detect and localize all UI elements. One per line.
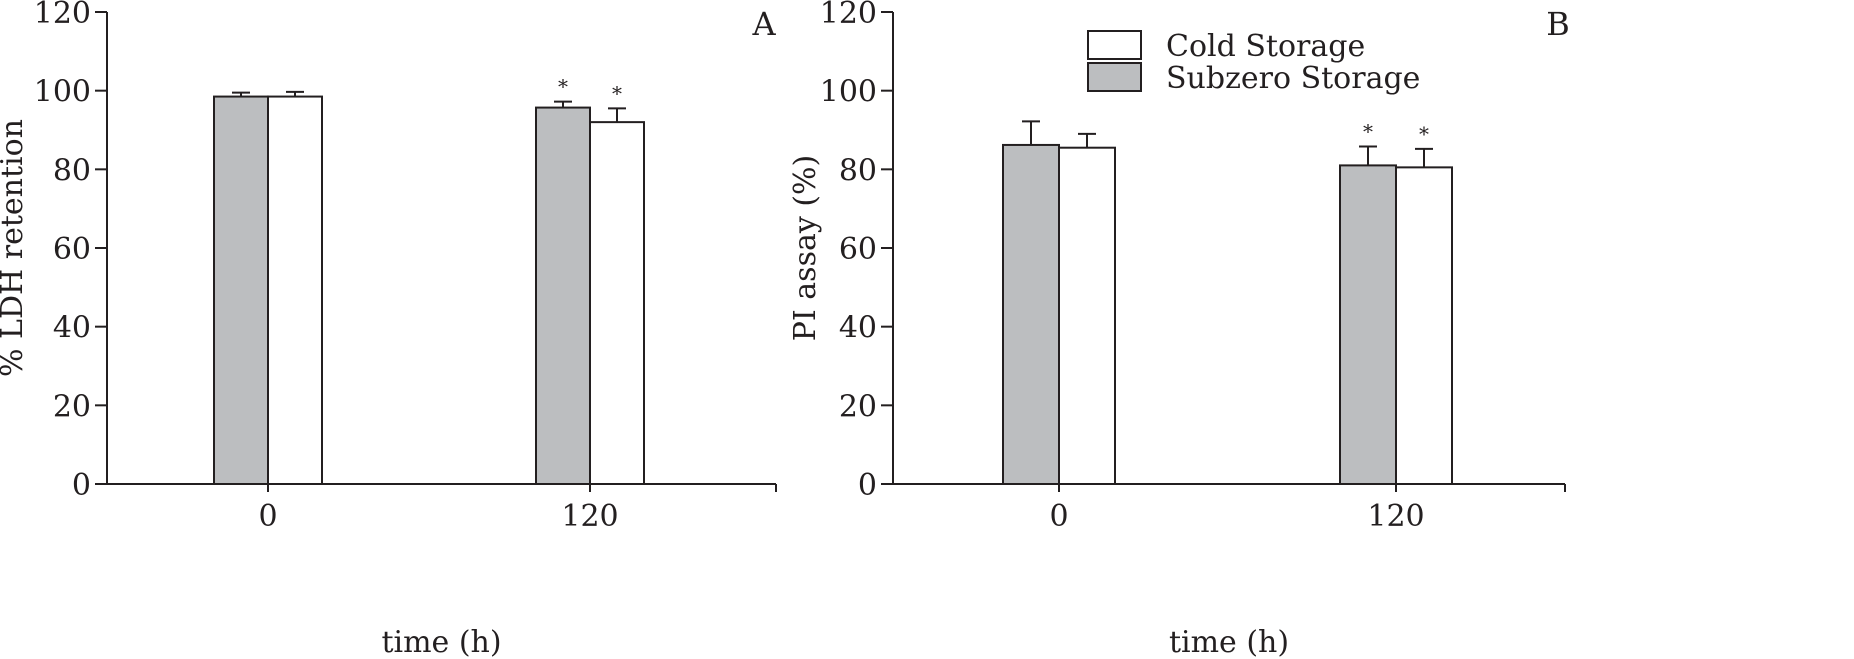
- panel-a-significance-mark: *: [558, 75, 568, 99]
- panel-a-y-tick-label: 120: [34, 0, 91, 31]
- panel-a-y-tick-label: 80: [53, 153, 91, 188]
- panel-a-x-axis-title: time (h): [381, 625, 501, 659]
- panel-a-y-tick-label: 100: [34, 75, 91, 110]
- panel-b-y-tick-label: 80: [839, 153, 877, 188]
- panel-b-bar-cold-0: [1058, 146, 1116, 485]
- panel-a-significance-mark: *: [612, 81, 622, 105]
- panel-a-bar-cold-0: [267, 95, 323, 485]
- panel-b-y-tick-label: 60: [839, 232, 877, 267]
- panel-b-significance-mark: *: [1363, 120, 1373, 144]
- panel-b-x-axis-title: time (h): [1169, 625, 1289, 659]
- panel-a-y-tick-label: 40: [53, 311, 91, 346]
- panel-b-bar-subzero-120: [1339, 164, 1397, 485]
- panel-b-significance-mark: *: [1419, 122, 1429, 146]
- panel-b-y-tick-label: 120: [820, 0, 877, 31]
- panel-b-y-tick-label: 20: [839, 389, 877, 424]
- panel-a-y-tick-label: 20: [53, 389, 91, 424]
- panel-b-y-tick-label: 100: [820, 75, 877, 110]
- panel-b-legend-label-subzero: Subzero Storage: [1166, 61, 1420, 96]
- panel-b-x-tick-label: 0: [1049, 499, 1068, 534]
- panel-b-legend-label-cold: Cold Storage: [1166, 29, 1365, 64]
- panel-b-x-tick-label: 120: [1367, 499, 1424, 534]
- panel-b-y-tick-label: 0: [858, 468, 877, 503]
- panel-a-x-tick-label: 0: [258, 499, 277, 534]
- panel-a-x-tick-label: 120: [561, 499, 618, 534]
- panel-a-bar-subzero-120: [535, 106, 591, 486]
- panel-b-legend-swatch-subzero: [1087, 62, 1142, 92]
- panel-b-y-axis-title: PI assay (%): [788, 155, 823, 342]
- panel-b-legend-swatch-cold: [1087, 30, 1142, 60]
- panel-a-y-axis-title: % LDH retention: [0, 119, 30, 377]
- panel-a-bar-cold-120: [589, 121, 645, 485]
- panel-b-y-tick-label: 40: [839, 311, 877, 346]
- panel-b-bar-cold-120: [1395, 166, 1453, 485]
- panel-a-y-tick-label: 60: [53, 232, 91, 267]
- panel-b-bar-subzero-0: [1002, 143, 1060, 486]
- panel-a-bar-subzero-0: [213, 95, 269, 485]
- panel-a-y-tick-label: 0: [72, 468, 91, 503]
- panel-a-label: A: [751, 5, 776, 43]
- panel-b-label: B: [1546, 5, 1570, 43]
